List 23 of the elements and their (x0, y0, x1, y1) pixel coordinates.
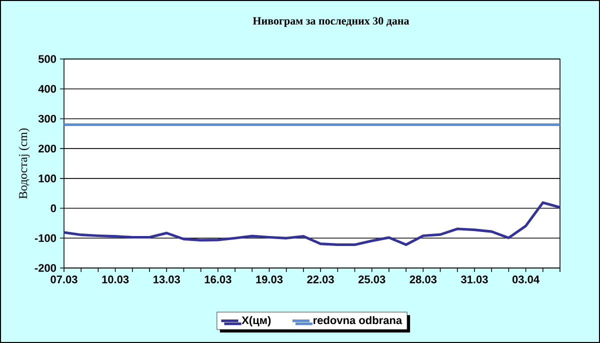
y-tick-label: 100 (38, 174, 56, 182)
line-series (64, 201, 560, 246)
y-tick-label: 400 (38, 84, 56, 93)
y-axis-title: Водостај (cm) (18, 128, 30, 199)
y-tick-label: 200 (38, 144, 56, 152)
x-tick-label: 13.03 (154, 276, 180, 284)
y-tick-label: -200 (34, 264, 56, 272)
x-tick-label: 28.03 (410, 276, 437, 284)
x-tick-label: 22.03 (307, 276, 334, 284)
x-tick-label: 16.03 (204, 276, 232, 284)
y-tick-label: 300 (38, 114, 56, 123)
y-tick-label: 500 (38, 55, 56, 63)
y-tick-label: 0 (50, 204, 56, 212)
x-tick-label: 19.03 (256, 276, 283, 284)
x-tick-label: 31.03 (460, 276, 488, 284)
x-tick-label: 10.03 (102, 276, 129, 284)
legend-label: redovna odbrana (314, 316, 402, 324)
y-tick-label: -100 (34, 234, 56, 242)
x-tick-label: 25.03 (358, 276, 386, 284)
x-tick-label: 07.03 (50, 276, 78, 284)
chart-title: Нивограм за последних 30 дана (252, 17, 410, 27)
x-tick-label: 03.04 (512, 276, 540, 284)
legend-label: X(цм) (242, 316, 271, 326)
